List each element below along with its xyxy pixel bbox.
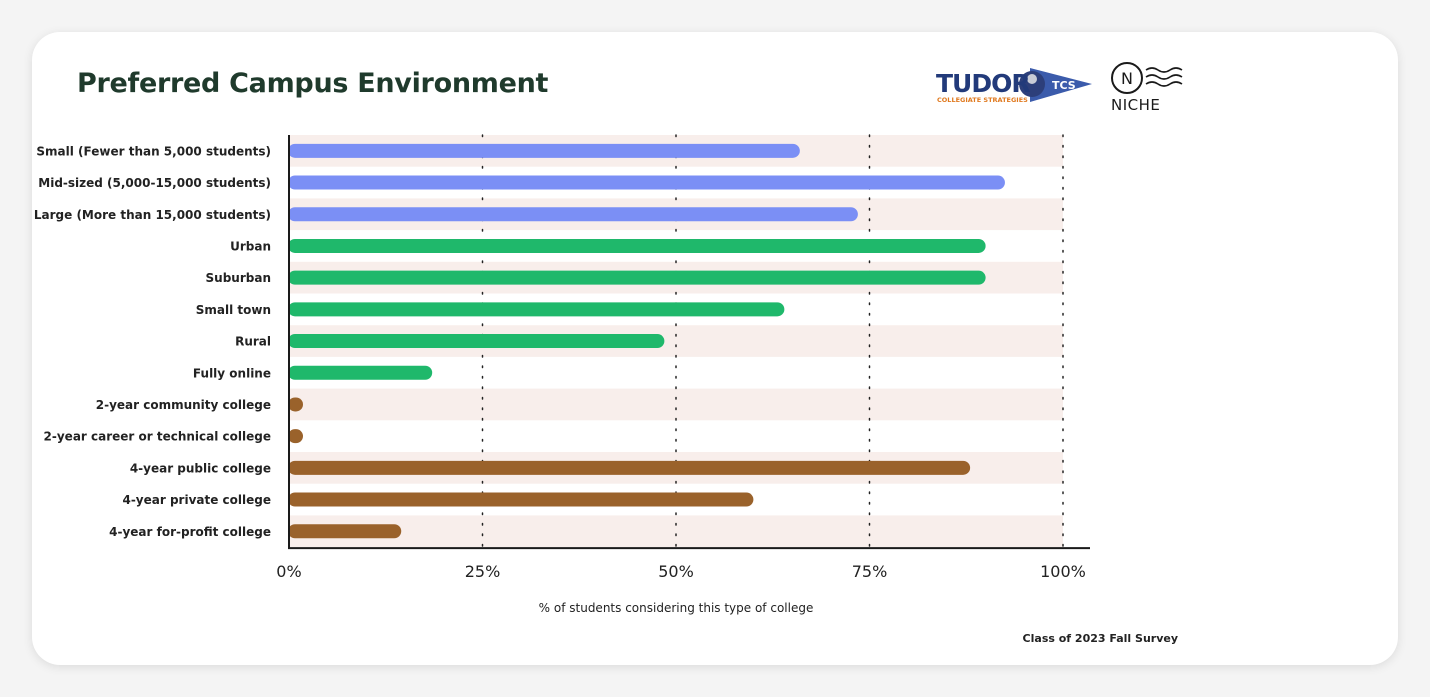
category-label: 4-year private college bbox=[122, 493, 271, 507]
x-tick-labels: 0% 25% 50% 75% 100% bbox=[276, 562, 1086, 581]
category-label: Small town bbox=[196, 303, 271, 317]
x-tick-label: 50% bbox=[658, 562, 694, 581]
tudor-subtitle: COLLEGIATE STRATEGIES bbox=[937, 96, 1028, 104]
bars bbox=[288, 143, 1005, 539]
x-tick-label: 100% bbox=[1040, 562, 1086, 581]
x-tick-label: 0% bbox=[276, 562, 301, 581]
category-label: 4-year public college bbox=[130, 461, 271, 475]
bar bbox=[288, 175, 1005, 190]
category-label: Large (More than 15,000 students) bbox=[34, 208, 271, 222]
niche-logo: N NICHE bbox=[1111, 62, 1183, 114]
category-label: Small (Fewer than 5,000 students) bbox=[36, 144, 271, 158]
bar bbox=[288, 143, 800, 158]
bar bbox=[288, 492, 754, 507]
x-axis-title: % of students considering this type of c… bbox=[539, 601, 814, 615]
x-tick-label: 25% bbox=[465, 562, 501, 581]
category-label: Suburban bbox=[206, 271, 271, 285]
niche-mark: N bbox=[1121, 69, 1133, 88]
bar bbox=[288, 207, 858, 222]
bar bbox=[288, 524, 402, 539]
tudor-wordmark: TUDOR bbox=[936, 69, 1030, 98]
bar bbox=[288, 270, 986, 285]
category-label: Fully online bbox=[193, 366, 271, 380]
category-label: 4-year for-profit college bbox=[109, 525, 271, 539]
bar bbox=[288, 365, 433, 380]
category-label: 2-year community college bbox=[96, 398, 271, 412]
niche-wordmark: NICHE bbox=[1111, 96, 1160, 114]
bar bbox=[288, 460, 971, 475]
category-labels: Small (Fewer than 5,000 students) Mid-siz… bbox=[34, 144, 271, 538]
survey-footnote: Class of 2023 Fall Survey bbox=[1022, 632, 1178, 645]
category-label: Urban bbox=[230, 239, 271, 253]
bar bbox=[288, 302, 785, 317]
axes bbox=[288, 135, 1090, 550]
chart-title: Preferred Campus Environment bbox=[77, 68, 549, 99]
bar bbox=[288, 429, 303, 444]
tudor-badge-text: TCS bbox=[1052, 79, 1076, 92]
row-band bbox=[289, 515, 1063, 548]
x-tick-label: 75% bbox=[852, 562, 888, 581]
row-band bbox=[289, 388, 1063, 421]
category-label: Rural bbox=[235, 335, 271, 349]
bar bbox=[288, 397, 303, 412]
category-label: 2-year career or technical college bbox=[44, 430, 271, 444]
tudor-logo: TCS TUDOR COLLEGIATE STRATEGIES bbox=[936, 68, 1092, 104]
bar bbox=[288, 238, 986, 253]
bar bbox=[288, 334, 665, 349]
category-label: Mid-sized (5,000-15,000 students) bbox=[38, 176, 271, 190]
